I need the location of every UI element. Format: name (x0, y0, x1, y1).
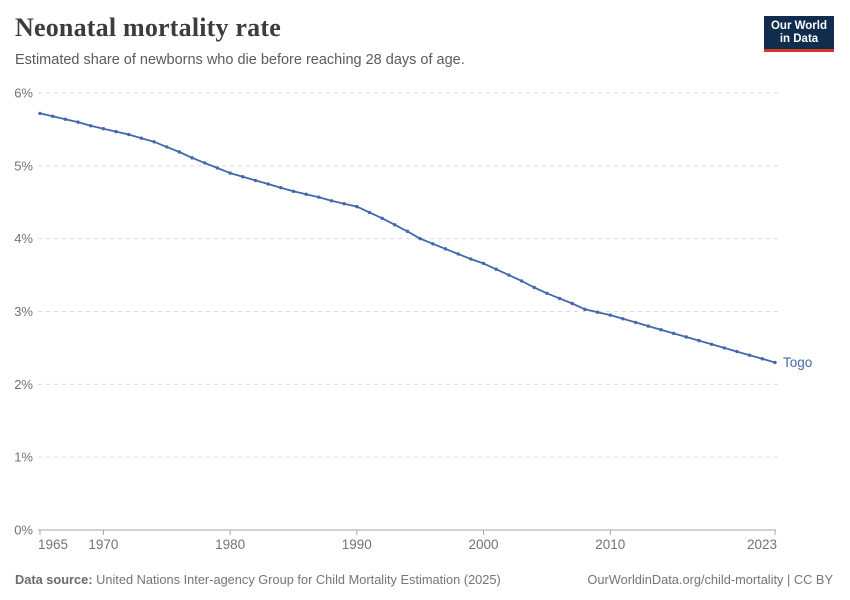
y-axis-tick-label: 1% (14, 450, 33, 465)
y-axis-tick-label: 3% (14, 304, 33, 319)
data-point-marker[interactable] (659, 328, 663, 332)
data-point-marker[interactable] (697, 338, 701, 343)
data-source-label: Data source: (15, 572, 93, 587)
data-point-marker[interactable] (722, 346, 727, 350)
x-axis-tick-label: 1965 (38, 537, 68, 552)
y-axis-tick-label: 0% (14, 523, 33, 538)
data-point-marker[interactable] (165, 145, 169, 149)
data-point-marker[interactable] (494, 267, 498, 271)
data-point-marker[interactable] (481, 261, 486, 266)
data-point-marker[interactable] (709, 342, 714, 346)
data-point-marker[interactable] (50, 114, 55, 119)
data-point-marker[interactable] (241, 175, 245, 179)
data-point-marker[interactable] (747, 353, 752, 357)
data-point-marker[interactable] (152, 140, 156, 144)
entity-label[interactable]: Togo (783, 355, 812, 370)
data-point-marker[interactable] (545, 291, 549, 295)
data-source-note: Data source: United Nations Inter-agency… (15, 572, 501, 587)
x-axis-tick-label: 1980 (215, 537, 245, 552)
data-point-marker[interactable] (38, 111, 42, 116)
series-line[interactable] (39, 112, 776, 364)
data-point-marker[interactable] (443, 247, 448, 251)
data-point-marker[interactable] (735, 349, 739, 354)
data-point-marker[interactable] (228, 171, 232, 175)
owid-logo-line1: Our World (770, 20, 827, 32)
data-point-marker[interactable] (405, 229, 410, 234)
data-point-marker[interactable] (760, 357, 765, 361)
x-axis-tick-label: 1970 (88, 537, 118, 552)
y-axis-tick-label: 6% (14, 86, 33, 101)
data-point-marker[interactable] (418, 236, 422, 241)
data-point-marker[interactable] (621, 317, 625, 321)
data-point-marker[interactable] (507, 273, 511, 277)
x-axis-tick-label: 2023 (747, 537, 777, 552)
data-point-marker[interactable] (583, 307, 587, 312)
data-point-marker[interactable] (88, 124, 93, 128)
data-point-marker[interactable] (393, 223, 397, 227)
x-axis-tick-label: 2010 (595, 537, 625, 552)
data-point-marker[interactable] (342, 202, 346, 206)
data-point-marker[interactable] (266, 182, 270, 186)
data-point-marker[interactable] (431, 242, 435, 246)
data-point-marker[interactable] (595, 310, 600, 314)
data-point-marker[interactable] (557, 296, 562, 301)
chart-title: Neonatal mortality rate (15, 13, 281, 42)
data-point-marker[interactable] (114, 129, 118, 134)
y-axis-tick-label: 4% (14, 231, 33, 246)
data-point-marker[interactable] (190, 156, 194, 160)
x-axis-tick-label: 1990 (342, 537, 372, 552)
data-point-marker[interactable] (291, 189, 296, 194)
data-point-marker[interactable] (633, 320, 638, 325)
data-point-marker[interactable] (773, 360, 777, 365)
data-point-marker[interactable] (127, 132, 131, 137)
data-point-marker[interactable] (380, 216, 384, 220)
data-point-marker[interactable] (367, 210, 372, 215)
data-point-marker[interactable] (646, 324, 650, 328)
chart-footer: Data source: United Nations Inter-agency… (15, 572, 833, 587)
data-point-marker[interactable] (317, 195, 321, 199)
data-point-marker[interactable] (456, 252, 460, 256)
data-point-marker[interactable] (215, 166, 220, 170)
credit-link[interactable]: OurWorldinData.org/child-mortality | CC … (587, 572, 833, 587)
data-point-marker[interactable] (608, 313, 612, 317)
data-point-marker[interactable] (139, 136, 144, 140)
data-point-marker[interactable] (519, 279, 524, 283)
data-source-text: United Nations Inter-agency Group for Ch… (96, 572, 501, 587)
x-axis-tick-label: 2000 (469, 537, 499, 552)
data-point-marker[interactable] (279, 185, 283, 190)
chart-subtitle: Estimated share of newborns who die befo… (15, 52, 465, 68)
owid-logo[interactable]: Our World in Data (764, 16, 834, 52)
data-point-marker[interactable] (671, 331, 676, 336)
data-point-marker[interactable] (76, 120, 80, 124)
data-point-marker[interactable] (684, 335, 688, 339)
y-axis-tick-label: 2% (14, 377, 33, 392)
data-point-marker[interactable] (63, 117, 68, 121)
data-point-marker[interactable] (101, 126, 106, 131)
data-point-marker[interactable] (203, 161, 207, 165)
y-axis-tick-label: 5% (14, 158, 33, 173)
data-point-marker[interactable] (304, 192, 308, 196)
data-point-marker[interactable] (253, 178, 258, 183)
data-point-marker[interactable] (329, 199, 334, 203)
data-point-marker[interactable] (469, 257, 473, 261)
data-point-marker[interactable] (532, 285, 536, 290)
data-point-marker[interactable] (570, 301, 574, 306)
data-point-marker[interactable] (355, 204, 359, 209)
data-point-marker[interactable] (177, 150, 182, 154)
owid-logo-line2: in Data (779, 33, 819, 45)
